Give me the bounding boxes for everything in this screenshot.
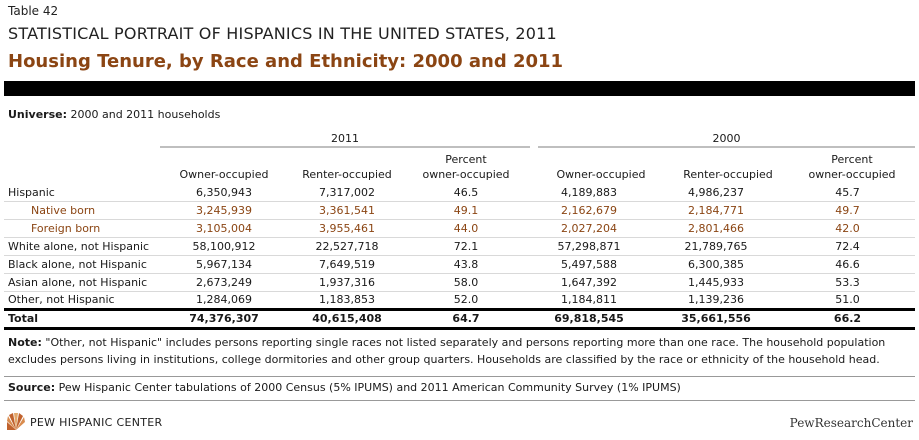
cell: 21,789,765 [652, 237, 780, 257]
cell: 2,162,679 [526, 201, 652, 221]
pew-research-center-logo: PewResearchCenter [789, 416, 913, 430]
cell: 1,183,853 [288, 291, 406, 310]
cell: 1,139,236 [652, 291, 780, 310]
table-row-hispanic: Hispanic 6,350,943 7,317,002 46.5 4,189,… [4, 184, 915, 203]
cell: 7,649,519 [288, 255, 406, 274]
cell: 6,350,943 [160, 184, 288, 203]
cell: 51.0 [780, 291, 915, 310]
table-row-black: Black alone, not Hispanic 5,967,134 7,64… [4, 255, 915, 274]
cell: 1,647,392 [526, 273, 652, 292]
cell: 69,818,545 [526, 307, 652, 330]
cell: 57,298,871 [526, 237, 652, 257]
source: Source: Pew Hispanic Center tabulations … [8, 381, 681, 394]
cell: 72.1 [406, 237, 526, 257]
group-line-2011 [160, 146, 530, 148]
cell: 46.5 [406, 184, 526, 203]
table-row-other: Other, not Hispanic 1,284,069 1,183,853 … [4, 291, 915, 310]
col-header-owner-2000: Owner-occupied [556, 168, 646, 181]
title-divider-bar [4, 81, 915, 96]
source-divider-top [4, 376, 915, 377]
cell: 53.3 [780, 273, 915, 292]
source-divider-bottom [4, 400, 915, 401]
series-title: STATISTICAL PORTRAIT OF HISPANICS IN THE… [8, 24, 557, 43]
pew-hispanic-center-logo-text: PEW HISPANIC CENTER [30, 415, 163, 429]
row-label: Hispanic [4, 184, 160, 203]
group-header-2011: 2011 [331, 132, 359, 145]
universe-label: Universe: [8, 108, 67, 121]
row-label: Total [4, 307, 160, 330]
cell: 3,105,004 [160, 219, 288, 239]
cell: 1,937,316 [288, 273, 406, 292]
page-title: Housing Tenure, by Race and Ethnicity: 2… [8, 51, 564, 72]
cell: 35,661,556 [652, 307, 780, 330]
cell: 2,801,466 [652, 219, 780, 239]
row-label: Foreign born [4, 219, 160, 239]
cell: 4,189,883 [526, 184, 652, 203]
cell: 49.7 [780, 201, 915, 221]
row-label: Black alone, not Hispanic [4, 255, 160, 274]
cell: 40,615,408 [288, 307, 406, 330]
cell: 2,184,771 [652, 201, 780, 221]
cell: 52.0 [406, 291, 526, 310]
cell: 66.2 [780, 307, 915, 330]
table-row-white: White alone, not Hispanic 58,100,912 22,… [4, 237, 915, 257]
col-header-percent-2011: Percent owner-occupied [406, 152, 526, 182]
cell: 3,955,461 [288, 219, 406, 239]
source-label: Source: [8, 381, 56, 394]
cell: 45.7 [780, 184, 915, 203]
cell: 72.4 [780, 237, 915, 257]
cell: 43.8 [406, 255, 526, 274]
cell: 42.0 [780, 219, 915, 239]
col-header-percent-2000: Percent owner-occupied [792, 152, 912, 182]
cell: 58.0 [406, 273, 526, 292]
cell: 3,361,541 [288, 201, 406, 221]
row-label: Asian alone, not Hispanic [4, 273, 160, 292]
cell: 58,100,912 [160, 237, 288, 257]
group-line-2000 [538, 146, 915, 148]
cell: 3,245,939 [160, 201, 288, 221]
table-row-total: Total 74,376,307 40,615,408 64.7 69,818,… [4, 307, 915, 330]
table-row-asian: Asian alone, not Hispanic 2,673,249 1,93… [4, 273, 915, 292]
source-text: Pew Hispanic Center tabulations of 2000 … [58, 381, 681, 394]
table-row-foreign-born: Foreign born 3,105,004 3,955,461 44.0 2,… [4, 219, 915, 239]
universe-line: Universe: 2000 and 2011 households [8, 108, 220, 121]
col-header-owner-2011: Owner-occupied [179, 168, 269, 181]
cell: 5,497,588 [526, 255, 652, 274]
cell: 2,673,249 [160, 273, 288, 292]
col-header-percent-line2: owner-occupied [808, 168, 896, 181]
cell: 5,967,134 [160, 255, 288, 274]
cell: 1,184,811 [526, 291, 652, 310]
cell: 46.6 [780, 255, 915, 274]
housing-tenure-table: Hispanic 6,350,943 7,317,002 46.5 4,189,… [4, 184, 915, 330]
col-header-renter-2011: Renter-occupied [302, 168, 392, 181]
cell: 6,300,385 [652, 255, 780, 274]
note-text: "Other, not Hispanic" includes persons r… [8, 336, 886, 366]
col-header-percent-line2: owner-occupied [422, 168, 510, 181]
col-header-renter-2000: Renter-occupied [683, 168, 773, 181]
row-label: White alone, not Hispanic [4, 237, 160, 257]
group-header-2000: 2000 [712, 132, 741, 145]
note: Note: "Other, not Hispanic" includes per… [8, 334, 913, 368]
cell: 4,986,237 [652, 184, 780, 203]
cell: 2,027,204 [526, 219, 652, 239]
cell: 7,317,002 [288, 184, 406, 203]
sunburst-logo-icon [7, 413, 25, 430]
cell: 44.0 [406, 219, 526, 239]
footer-left-logo: PEW HISPANIC CENTER [6, 413, 162, 431]
note-label: Note: [8, 336, 42, 349]
cell: 1,445,933 [652, 273, 780, 292]
row-label: Native born [4, 201, 160, 221]
row-label: Other, not Hispanic [4, 291, 160, 310]
cell: 64.7 [406, 307, 526, 330]
col-header-percent-line1: Percent [445, 153, 487, 166]
cell: 74,376,307 [160, 307, 288, 330]
universe-text: 2000 and 2011 households [70, 108, 221, 121]
table-row-native-born: Native born 3,245,939 3,361,541 49.1 2,1… [4, 201, 915, 221]
cell: 49.1 [406, 201, 526, 221]
cell: 22,527,718 [288, 237, 406, 257]
col-header-percent-line1: Percent [831, 153, 873, 166]
cell: 1,284,069 [160, 291, 288, 310]
table-label: Table 42 [8, 4, 59, 18]
